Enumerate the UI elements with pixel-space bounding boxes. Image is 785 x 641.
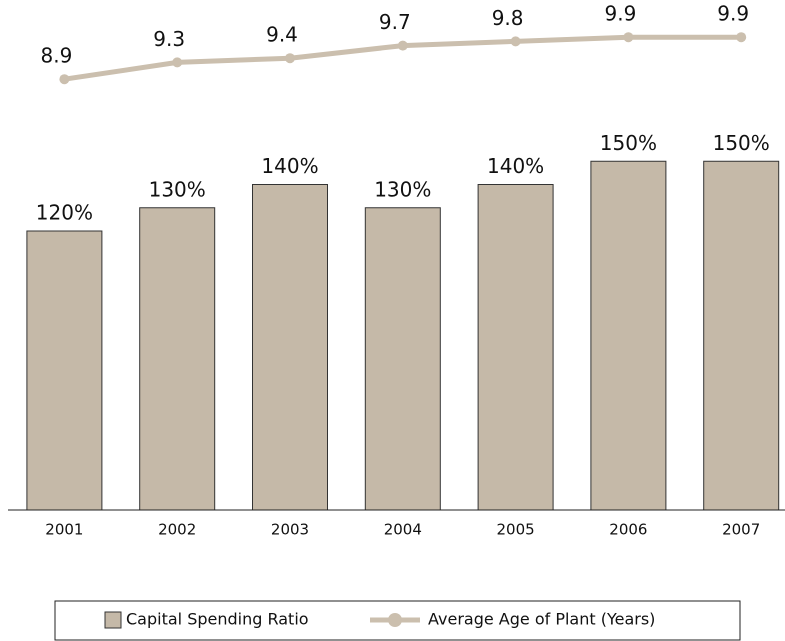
line-value-label: 9.4 bbox=[266, 23, 298, 47]
x-tick-label: 2001 bbox=[45, 521, 83, 539]
x-tick-label: 2004 bbox=[384, 521, 422, 539]
legend-label: Capital Spending Ratio bbox=[126, 610, 309, 629]
line-value-label: 9.9 bbox=[717, 2, 749, 26]
bar bbox=[252, 184, 328, 511]
bar bbox=[26, 230, 103, 511]
bar bbox=[477, 184, 554, 511]
bar bbox=[703, 160, 780, 511]
line-value-label: 9.3 bbox=[153, 27, 185, 51]
bar-value-label: 140% bbox=[261, 154, 318, 178]
line-point bbox=[623, 32, 634, 43]
line-point bbox=[510, 36, 521, 47]
bar-value-label: 130% bbox=[374, 177, 431, 201]
x-tick-label: 2005 bbox=[497, 521, 535, 539]
line-point bbox=[285, 53, 295, 64]
line-point bbox=[397, 40, 408, 51]
legend-point bbox=[388, 613, 402, 627]
line-value-label: 9.8 bbox=[492, 6, 524, 30]
line-point bbox=[59, 74, 70, 85]
line-point bbox=[172, 57, 183, 68]
bar-value-label: 150% bbox=[713, 131, 770, 155]
x-tick-label: 2007 bbox=[722, 521, 760, 539]
line-point bbox=[736, 32, 747, 43]
x-tick-label: 2003 bbox=[271, 521, 309, 539]
bar-value-label: 130% bbox=[149, 177, 206, 201]
legend-label: Average Age of Plant (Years) bbox=[428, 610, 655, 629]
line-value-label: 8.9 bbox=[40, 44, 72, 68]
bar-value-label: 120% bbox=[36, 201, 93, 225]
bar bbox=[364, 207, 441, 511]
x-tick-label: 2002 bbox=[158, 521, 196, 539]
bar bbox=[590, 160, 667, 511]
line-value-label: 9.7 bbox=[379, 10, 411, 34]
x-tick-label: 2006 bbox=[609, 521, 647, 539]
bar-value-label: 140% bbox=[487, 154, 544, 178]
line-value-label: 9.9 bbox=[604, 2, 636, 26]
bar-value-label: 150% bbox=[600, 131, 657, 155]
legend-swatch bbox=[104, 611, 122, 629]
bar bbox=[139, 207, 216, 511]
